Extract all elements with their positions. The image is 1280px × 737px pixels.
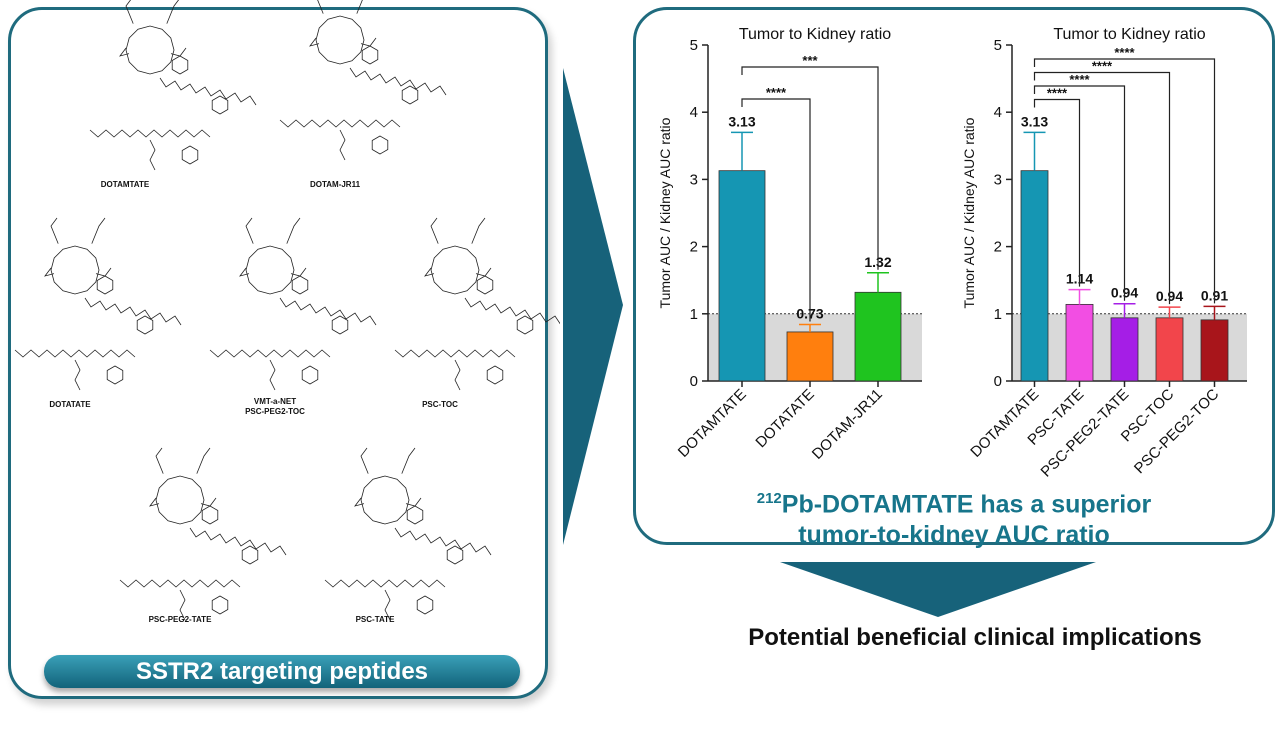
molecule-label-dotamtate: DOTAMTATE <box>100 180 150 189</box>
significance-label: **** <box>1047 86 1068 101</box>
bar-dotam-jr11 <box>854 291 902 382</box>
molecule-structure-dotam-jr11 <box>279 0 447 161</box>
value-label-dotamtate: 3.13 <box>728 113 755 129</box>
molecule-label-dotatate: DOTATATE <box>49 400 91 409</box>
bar-psc-tate <box>1065 303 1094 382</box>
y-tick-label: 0 <box>994 373 1002 390</box>
significance-label: *** <box>802 53 818 68</box>
molecule-structures <box>14 0 560 621</box>
chart-dotamtate-vs-psc: Tumor to Kidney ratio 0 1 2 3 4 5 Tumor AUC / K… <box>961 26 1247 481</box>
bar-psc-peg2-toc <box>1200 319 1229 382</box>
y-tick-label: 3 <box>994 171 1002 188</box>
molecule-structure-vmt-a-net <box>209 217 377 391</box>
isotope-mass: 212 <box>756 490 782 507</box>
significance-label: **** <box>1092 59 1113 74</box>
banner-label: SSTR2 targeting peptides <box>135 657 429 685</box>
molecule-label-psc-toc: PSC-TOC <box>422 400 458 409</box>
conclusion-line-2: tumor-to-kidney AUC ratio <box>798 521 1110 550</box>
category-label-dotamtate: DOTAMTATE <box>675 386 750 461</box>
y-tick-label: 5 <box>994 37 1002 54</box>
molecule-label-psc-peg2-tate: PSC-PEG2-TATE <box>148 615 212 624</box>
y-tick-label: 2 <box>994 239 1002 256</box>
right-arrow-icon <box>563 68 623 545</box>
molecule-label-vmt-a-net: VMT-a-NET PSC-PEG2-TOC <box>245 397 305 416</box>
molecule-label-dotam-jr11: DOTAM-JR11 <box>309 180 361 189</box>
category-label-dotam-jr11: DOTAM-JR11 <box>809 386 886 463</box>
y-tick-label: 3 <box>690 171 698 188</box>
down-arrow-icon <box>780 562 1096 617</box>
y-tick-label: 5 <box>690 37 698 54</box>
clinical-implications: Potential beneficial clinical implicatio… <box>680 624 1270 652</box>
significance-bracket <box>741 66 879 270</box>
significance-bracket <box>1033 58 1216 304</box>
significance-bracket <box>1033 85 1126 301</box>
conclusion-text: 212Pb-DOTAMTATE has a superior tumor-to-… <box>640 483 1268 551</box>
y-tick-label: 0 <box>690 373 698 390</box>
molecule-structure-dotatate <box>14 217 182 391</box>
molecule-structure-psc-toc <box>394 217 560 391</box>
bar-psc-peg2-tate <box>1110 317 1139 382</box>
y-tick-label: 1 <box>994 306 1002 323</box>
sstr2-banner: SSTR2 targeting peptides <box>44 655 520 688</box>
bar-dotatate <box>786 331 834 382</box>
significance-label: **** <box>1069 72 1090 87</box>
molecule-label-psc-tate: PSC-TATE <box>355 615 395 624</box>
conclusion-line-1: Pb-DOTAMTATE has a superior <box>781 490 1152 519</box>
category-label-psc-peg2-toc: PSC-PEG2-TOC <box>1131 386 1223 478</box>
molecule-structure-psc-tate <box>324 447 492 621</box>
molecule-structure-dotamtate <box>89 0 257 171</box>
implication-label: Potential beneficial clinical implicatio… <box>748 624 1202 651</box>
significance-bracket <box>1033 98 1081 287</box>
significance-bracket <box>741 98 811 322</box>
category-label-dotamtate: DOTAMTATE <box>967 386 1042 461</box>
y-axis-label: Tumor AUC / Kidney AUC ratio <box>961 117 977 308</box>
bar-psc-toc <box>1155 317 1184 382</box>
molecule-structure-psc-peg2-tate <box>119 447 287 621</box>
bar-dotamtate <box>1020 170 1049 382</box>
y-tick-label: 4 <box>690 104 698 121</box>
y-tick-label: 2 <box>690 239 698 256</box>
significance-label: **** <box>1114 45 1135 60</box>
category-label-dotatate: DOTATATE <box>752 386 817 451</box>
significance-bracket <box>1033 71 1171 305</box>
chart-title: Tumor to Kidney ratio <box>739 26 891 43</box>
chart-dotamtate-vs-dotatate: Tumor to Kidney ratio 0 1 2 3 4 5 Tumor AUC / K… <box>657 26 922 463</box>
significance-label: **** <box>766 85 787 100</box>
y-tick-label: 4 <box>994 104 1002 121</box>
value-label-dotamtate: 3.13 <box>1021 113 1048 129</box>
y-tick-label: 1 <box>690 306 698 323</box>
bar-dotamtate <box>718 170 766 382</box>
chart-title: Tumor to Kidney ratio <box>1053 26 1205 43</box>
y-axis-label: Tumor AUC / Kidney AUC ratio <box>657 117 673 308</box>
